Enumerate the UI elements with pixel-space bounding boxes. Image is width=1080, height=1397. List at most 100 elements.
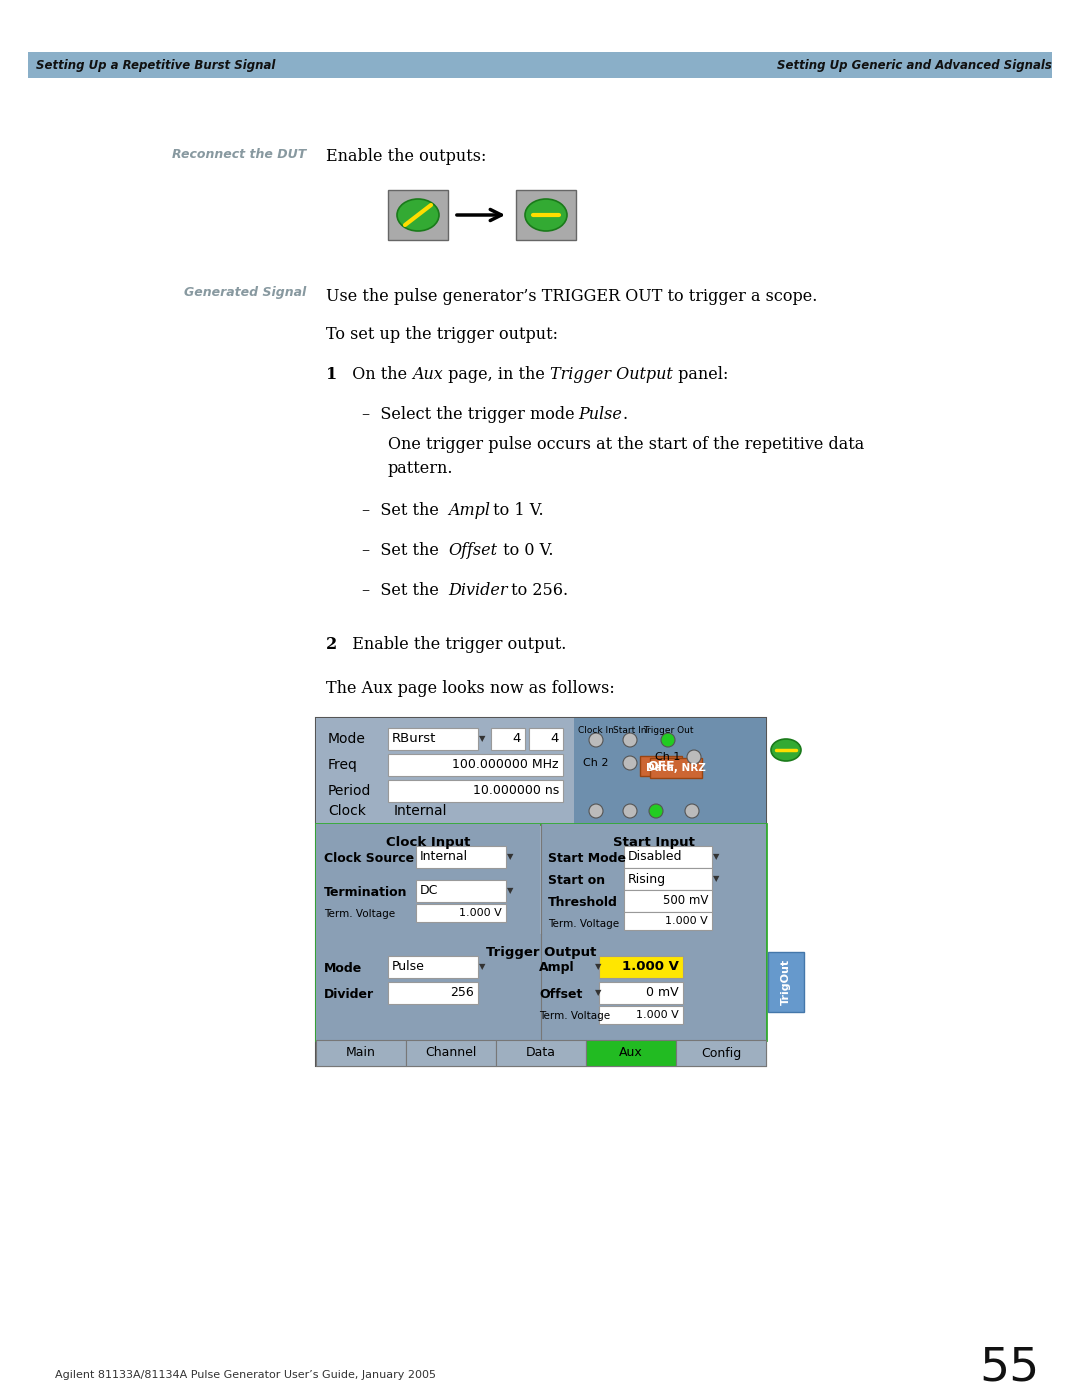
Bar: [388, 780, 563, 802]
Text: Enable the trigger output.: Enable the trigger output.: [342, 636, 566, 652]
Text: ▼: ▼: [713, 852, 719, 862]
Circle shape: [685, 805, 699, 819]
Bar: [573, 718, 766, 824]
Circle shape: [623, 805, 637, 819]
Text: 1: 1: [326, 366, 337, 383]
Bar: [491, 728, 525, 750]
Ellipse shape: [525, 198, 567, 231]
Text: 4: 4: [551, 732, 559, 746]
Bar: [316, 935, 766, 1039]
Bar: [542, 824, 766, 935]
Text: Internal: Internal: [420, 851, 468, 863]
Text: Ampl: Ampl: [448, 502, 490, 520]
Text: Freq: Freq: [328, 759, 357, 773]
Text: Clock Input: Clock Input: [386, 835, 470, 849]
Text: ▼: ▼: [595, 989, 602, 997]
Text: The Aux page looks now as follows:: The Aux page looks now as follows:: [326, 680, 615, 697]
Bar: [516, 190, 576, 240]
Text: Data, NRZ: Data, NRZ: [646, 763, 706, 773]
Text: TrigOut: TrigOut: [781, 958, 791, 1004]
Text: ▼: ▼: [595, 963, 602, 971]
Text: 1.000 V: 1.000 V: [665, 916, 708, 926]
Text: Start Mode: Start Mode: [548, 852, 626, 865]
Text: –  Select the trigger mode: – Select the trigger mode: [362, 407, 580, 423]
Bar: [624, 890, 712, 912]
Bar: [599, 956, 683, 978]
Text: Trigger Out: Trigger Out: [643, 726, 693, 735]
Text: Main: Main: [346, 1046, 376, 1059]
Text: Reconnect the DUT: Reconnect the DUT: [172, 148, 306, 161]
Text: ▼: ▼: [507, 852, 513, 862]
Text: On the: On the: [342, 366, 413, 383]
Bar: [316, 718, 766, 1066]
Text: Mode: Mode: [324, 961, 362, 975]
Text: Term. Voltage: Term. Voltage: [548, 919, 619, 929]
Text: Start on: Start on: [548, 873, 605, 887]
Circle shape: [623, 733, 637, 747]
Text: Channel: Channel: [426, 1046, 476, 1059]
Text: Aux: Aux: [619, 1046, 643, 1059]
Text: Divider: Divider: [448, 583, 508, 599]
Circle shape: [661, 733, 675, 747]
Text: Ampl: Ampl: [539, 961, 575, 975]
Text: Termination: Termination: [324, 886, 407, 898]
Text: Clock Source: Clock Source: [324, 852, 414, 865]
Text: 256: 256: [450, 986, 474, 999]
Bar: [388, 190, 448, 240]
Bar: [640, 756, 681, 775]
Circle shape: [649, 805, 663, 819]
Text: 2: 2: [326, 636, 337, 652]
Text: 500 mV: 500 mV: [663, 894, 708, 908]
Bar: [624, 847, 712, 868]
Text: 55: 55: [980, 1345, 1040, 1390]
Text: 10.000000 ns: 10.000000 ns: [473, 785, 559, 798]
Bar: [650, 759, 702, 778]
Text: –  Set the: – Set the: [362, 502, 444, 520]
Bar: [529, 728, 563, 750]
Bar: [316, 1039, 405, 1066]
Bar: [586, 1039, 675, 1066]
Text: –  Set the: – Set the: [362, 583, 444, 599]
Text: 0 mV: 0 mV: [646, 986, 679, 999]
Bar: [28, 52, 1052, 78]
Text: Start In: Start In: [613, 726, 647, 735]
Text: to 256.: to 256.: [507, 583, 568, 599]
Text: Period: Period: [328, 784, 372, 798]
Text: Setting Up a Repetitive Burst Signal: Setting Up a Repetitive Burst Signal: [36, 59, 275, 71]
Text: Ch 2: Ch 2: [583, 759, 609, 768]
Bar: [316, 824, 540, 935]
Text: Clock: Clock: [328, 805, 366, 819]
Bar: [676, 1039, 766, 1066]
Circle shape: [623, 756, 637, 770]
Text: Clock In: Clock In: [578, 726, 613, 735]
Text: Ch 1: Ch 1: [656, 752, 680, 761]
Circle shape: [589, 805, 603, 819]
Text: Data: Data: [526, 1046, 556, 1059]
Text: Offset: Offset: [539, 988, 582, 1000]
Text: Disabled: Disabled: [627, 851, 683, 863]
Text: ▼: ▼: [480, 963, 486, 971]
Text: Config: Config: [701, 1046, 741, 1059]
Text: Rising: Rising: [627, 873, 666, 886]
Text: To set up the trigger output:: To set up the trigger output:: [326, 326, 558, 344]
Text: ▼: ▼: [713, 875, 719, 883]
Text: Pulse: Pulse: [392, 961, 424, 974]
Text: 1.000 V: 1.000 V: [459, 908, 502, 918]
Bar: [316, 718, 766, 824]
Bar: [416, 904, 507, 922]
Bar: [388, 956, 478, 978]
Text: Enable the outputs:: Enable the outputs:: [326, 148, 486, 165]
Text: 4: 4: [513, 732, 521, 746]
Bar: [316, 824, 766, 1039]
Text: Start Input: Start Input: [613, 835, 694, 849]
Text: Trigger Output: Trigger Output: [550, 366, 673, 383]
Text: ▼: ▼: [480, 735, 486, 743]
Text: ▼: ▼: [507, 887, 513, 895]
Text: DC: DC: [420, 884, 438, 897]
Text: pattern.: pattern.: [388, 460, 454, 476]
Text: One trigger pulse occurs at the start of the repetitive data: One trigger pulse occurs at the start of…: [388, 436, 864, 453]
Text: to 0 V.: to 0 V.: [498, 542, 554, 559]
Text: RBurst: RBurst: [392, 732, 436, 746]
Text: Aux: Aux: [413, 366, 443, 383]
Bar: [599, 982, 683, 1004]
